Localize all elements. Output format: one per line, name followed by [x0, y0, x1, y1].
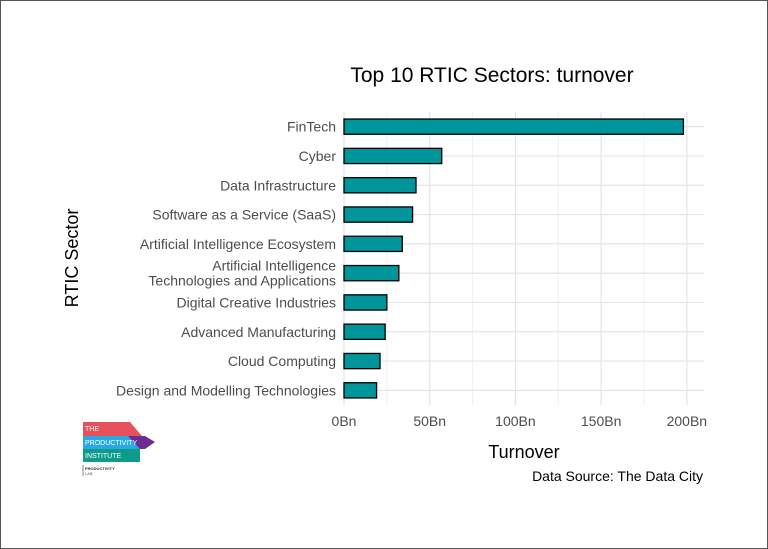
y-tick-label-line: Advanced Manufacturing	[181, 324, 336, 340]
y-tick-labels: FinTech Cyber Data Infrastructure Software …	[116, 119, 336, 399]
y-tick-label: Digital Creative Industries	[176, 294, 336, 310]
y-tick-label-line: Data Infrastructure	[220, 177, 336, 193]
x-tick-label: 200Bn	[667, 413, 707, 429]
bar	[343, 118, 685, 135]
bar	[343, 294, 388, 311]
bar	[343, 235, 403, 253]
logo-band-red	[83, 422, 142, 436]
bars	[343, 118, 685, 399]
y-tick-label: Artificial Intelligence Technologies and …	[148, 258, 336, 289]
y-tick-label: Data Infrastructure	[220, 177, 336, 193]
logo-sub-lab: LAB	[85, 471, 93, 476]
y-tick-label: Advanced Manufacturing	[181, 324, 336, 340]
y-tick-label: Cloud Computing	[228, 353, 336, 369]
y-tick-label-line: Technologies and Applications	[148, 273, 336, 289]
bar	[343, 206, 414, 223]
data-source-caption: Data Source: The Data City	[532, 468, 703, 484]
y-tick-label-line: Artificial Intelligence	[212, 258, 336, 274]
productivity-institute-logo: THE PRODUCTIVITY INSTITUTE PRODUCTIVITY …	[82, 422, 155, 476]
bar	[343, 382, 378, 399]
x-tick-label: 150Bn	[581, 413, 621, 429]
logo-band-teal	[83, 449, 140, 462]
x-tick-label: 100Bn	[495, 413, 535, 429]
bar	[343, 323, 386, 341]
chart-title: Top 10 RTIC Sectors: turnover	[350, 64, 633, 87]
x-tick-label: 0Bn	[332, 413, 357, 429]
bar	[343, 147, 443, 165]
y-tick-label: FinTech	[287, 119, 336, 135]
y-tick-label-line: Design and Modelling Technologies	[116, 382, 336, 398]
x-tick-label: 50Bn	[413, 413, 446, 429]
y-tick-label-line: Artificial Intelligence Ecosystem	[140, 236, 336, 252]
logo-text-institute: INSTITUTE	[85, 453, 121, 460]
y-tick-label-line: Software as a Service (SaaS)	[152, 207, 336, 223]
y-tick-label-line: Cloud Computing	[228, 353, 336, 369]
bar	[343, 352, 381, 370]
y-tick-label-line: Cyber	[299, 148, 337, 164]
y-tick-label: Artificial Intelligence Ecosystem	[140, 236, 336, 252]
y-tick-label: Software as a Service (SaaS)	[152, 207, 336, 223]
bar	[343, 264, 400, 282]
logo-text-the: THE	[85, 426, 99, 433]
x-tick-labels: 0Bn 50Bn 100Bn 150Bn 200Bn	[332, 413, 708, 429]
logo-text-productivity: PRODUCTIVITY	[85, 440, 137, 447]
y-tick-label-line: Digital Creative Industries	[176, 294, 336, 310]
y-tick-label: Cyber	[299, 148, 337, 164]
y-tick-label: Design and Modelling Technologies	[116, 382, 336, 398]
x-axis-label: Turnover	[488, 442, 559, 462]
logo-band-blue	[83, 436, 140, 449]
bar	[343, 176, 417, 194]
logo-sub-productivity: PRODUCTIVITY	[85, 466, 115, 471]
y-tick-label-line: FinTech	[287, 119, 336, 135]
y-axis-label: RTIC Sector	[62, 209, 82, 308]
